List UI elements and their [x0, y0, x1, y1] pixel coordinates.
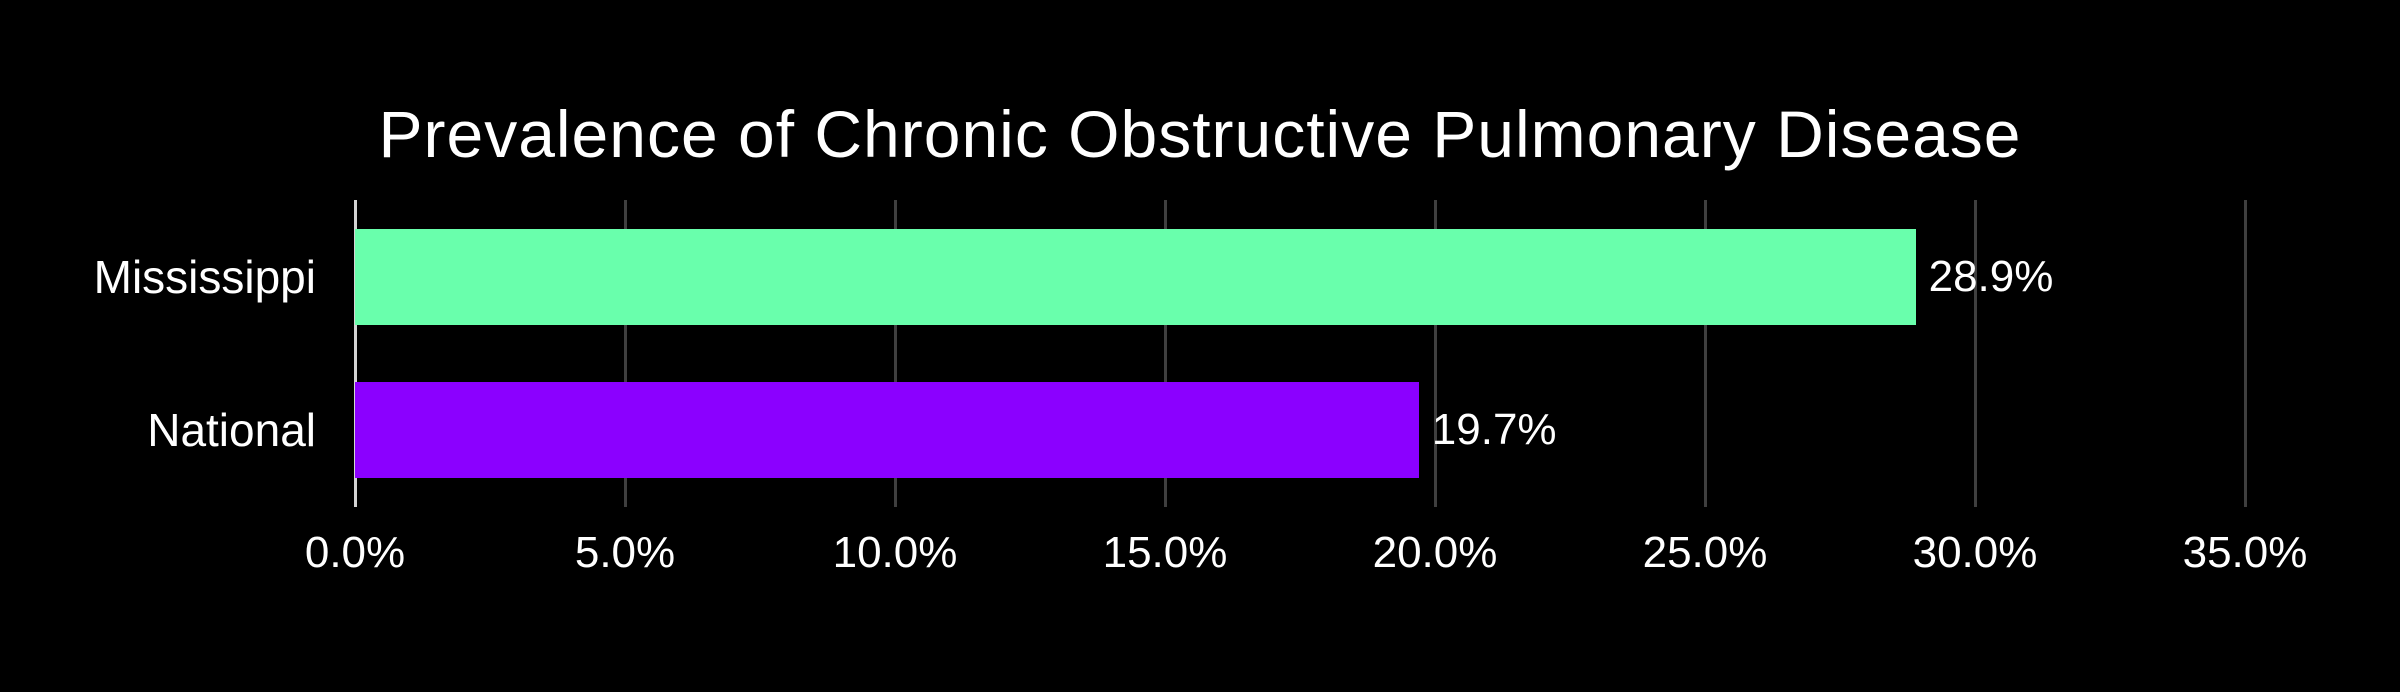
bar-mississippi	[355, 228, 1916, 325]
x-tick-label: 10.0%	[832, 528, 958, 577]
category-label-mississippi: Mississippi	[93, 250, 316, 303]
x-tick-label: 25.0%	[1642, 528, 1768, 577]
value-label-mississippi: 28.9%	[1928, 251, 2054, 301]
bar-national	[355, 382, 1419, 479]
category-label-national: National	[147, 404, 316, 457]
x-tick-label: 20.0%	[1372, 528, 1498, 577]
chart-title: Prevalence of Chronic Obstructive Pulmon…	[378, 97, 2022, 171]
value-label-national: 19.7%	[1431, 405, 1557, 455]
gridline	[1433, 200, 1437, 507]
gridline	[1703, 200, 1707, 507]
gridline	[893, 200, 897, 507]
x-tick-label: 35.0%	[2182, 528, 2308, 577]
gridline	[623, 200, 627, 507]
gridline	[2243, 200, 2247, 507]
y-axis-line	[353, 200, 357, 507]
gridline	[1163, 200, 1167, 507]
gridline	[1973, 200, 1977, 507]
x-tick-label: 30.0%	[1912, 528, 2038, 577]
x-tick-label: 5.0%	[574, 528, 676, 577]
x-tick-label: 0.0%	[304, 528, 406, 577]
x-tick-label: 15.0%	[1102, 528, 1228, 577]
